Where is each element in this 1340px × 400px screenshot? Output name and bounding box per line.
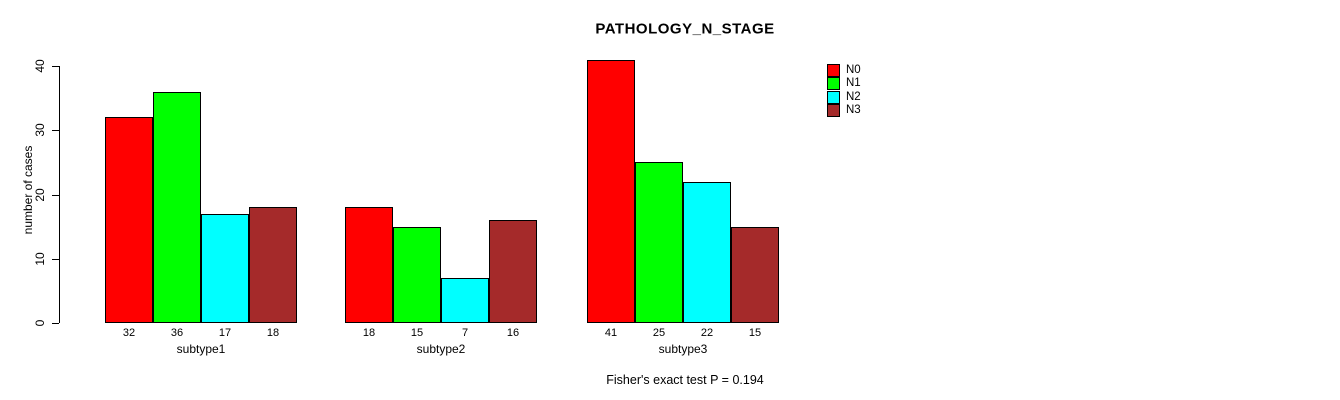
- legend-item-N3: N3: [827, 104, 861, 118]
- y-tick-label: 10: [33, 252, 47, 266]
- bar-subtype3-N3: [731, 226, 779, 323]
- bar-value-label: 18: [266, 327, 280, 339]
- stat-annotation: Fisher's exact test P = 0.194: [606, 373, 764, 387]
- y-axis-line: [59, 66, 60, 323]
- legend-item-N2: N2: [827, 90, 861, 104]
- bar-value-label: 15: [748, 327, 762, 339]
- x-category-label: subtype3: [658, 342, 708, 356]
- bar-subtype1-N1: [153, 91, 201, 323]
- y-tick: [52, 66, 59, 67]
- legend-label: N0: [846, 64, 861, 77]
- bar-value-label: 7: [461, 327, 469, 339]
- bar-subtype2-N1: [393, 226, 441, 323]
- legend: N0 N1 N2 N3: [827, 64, 861, 118]
- y-tick-label: 30: [33, 123, 47, 137]
- y-tick: [52, 194, 59, 196]
- x-category-label: subtype1: [176, 342, 226, 356]
- bar-subtype3-N1: [635, 162, 683, 323]
- y-tick: [52, 130, 59, 132]
- bar-value-label: 15: [410, 327, 424, 339]
- bar-subtype2-N2: [441, 278, 489, 323]
- legend-swatch-icon: [827, 104, 840, 118]
- bar-subtype1-N3: [249, 207, 297, 323]
- legend-item-N1: N1: [827, 77, 861, 91]
- y-tick: [52, 323, 59, 324]
- y-tick-label: 40: [33, 59, 47, 73]
- bar-value-label: 36: [170, 327, 184, 339]
- legend-label: N3: [846, 104, 861, 117]
- bar-value-label: 25: [652, 327, 666, 339]
- legend-swatch-icon: [827, 77, 840, 91]
- y-tick-label: 20: [33, 187, 47, 202]
- bar-value-label: 32: [122, 327, 136, 339]
- bar-value-label: 41: [604, 327, 618, 339]
- legend-swatch-icon: [827, 64, 840, 78]
- y-tick: [52, 258, 59, 260]
- x-category-label: subtype2: [416, 342, 466, 356]
- bar-subtype1-N0: [105, 117, 153, 323]
- bar-value-label: 17: [218, 327, 232, 339]
- chart-title: PATHOLOGY_N_STAGE: [595, 20, 775, 38]
- bar-value-label: 16: [506, 327, 520, 339]
- legend-label: N1: [846, 77, 861, 90]
- bar-subtype1-N2: [201, 213, 249, 323]
- bar-subtype3-N0: [587, 59, 635, 323]
- legend-label: N2: [846, 90, 861, 103]
- bar-subtype3-N2: [683, 181, 731, 323]
- y-tick-label: 0: [33, 319, 47, 327]
- bar-subtype2-N0: [345, 207, 393, 323]
- bar-value-label: 18: [362, 327, 376, 339]
- bar-subtype2-N3: [489, 220, 537, 323]
- legend-swatch-icon: [827, 90, 840, 104]
- legend-item-N0: N0: [827, 64, 861, 78]
- bar-value-label: 22: [700, 327, 714, 339]
